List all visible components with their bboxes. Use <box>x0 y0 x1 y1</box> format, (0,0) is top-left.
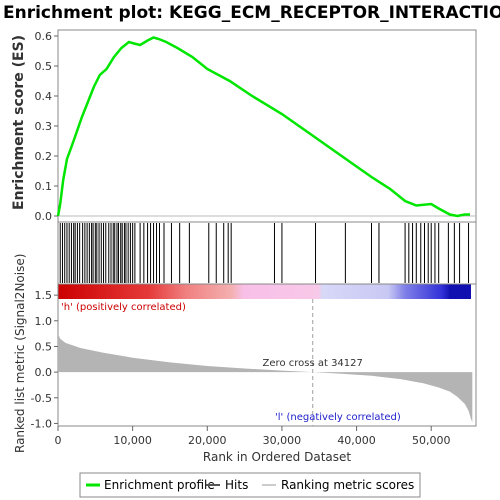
es-y-tick-label: 0.3 <box>35 120 53 133</box>
metric-y-tick-label: 1.0 <box>35 315 53 328</box>
es-y-axis-label: Enrichment score (ES) <box>11 35 27 210</box>
metric-y-tick-label: 1.5 <box>35 289 53 302</box>
es-y-axis: 0.0 0.1 0.2 0.3 0.4 0.5 0.6 <box>35 30 58 223</box>
metric-y-tick-label: -1.0 <box>31 417 52 430</box>
es-y-tick-label: 0.6 <box>35 30 53 43</box>
x-axis-label: Rank in Ordered Dataset <box>203 450 351 464</box>
hits-bars <box>59 223 470 283</box>
es-y-tick-label: 0.2 <box>35 150 53 163</box>
legend-hits-label: Hits <box>225 478 248 492</box>
es-panel <box>57 29 477 223</box>
ranked-color-band <box>58 284 471 299</box>
x-tick-label: 50,000 <box>412 434 451 447</box>
metric-y-tick-label: 0.0 <box>35 366 53 379</box>
negative-label: 'l' (negatively correlated) <box>275 412 401 423</box>
x-tick-label: 10,000 <box>113 434 152 447</box>
metric-y-tick-label: -0.5 <box>31 392 52 405</box>
legend-box <box>79 472 421 498</box>
x-tick-label: 20,000 <box>188 434 227 447</box>
es-y-tick-label: 0.5 <box>35 60 53 73</box>
metric-y-axis-label: Ranked list metric (Signal2Noise) <box>13 254 27 453</box>
enrichment-profile-line <box>56 36 470 218</box>
x-axis: 0 10,000 20,000 30,000 40,000 50,000 <box>55 426 451 447</box>
ranking-metric-area <box>58 333 473 423</box>
x-tick-label: 30,000 <box>263 434 302 447</box>
x-tick-label: 0 <box>55 434 62 447</box>
chart-title: Enrichment plot: KEGG_ECM_RECEPTOR_INTER… <box>3 3 500 23</box>
metric-y-tick-label: 0.5 <box>35 340 53 353</box>
metric-area-path <box>58 333 473 423</box>
legend-enrichment-label: Enrichment profile <box>104 478 215 492</box>
x-tick-label: 40,000 <box>337 434 376 447</box>
es-y-tick-label: 0.0 <box>35 210 53 223</box>
metric-y-axis: -1.0 -0.5 0.0 0.5 1.0 1.5 <box>31 289 58 430</box>
es-y-tick-label: 0.1 <box>35 180 53 193</box>
es-y-tick-label: 0.4 <box>35 90 53 103</box>
legend-metric-label: Ranking metric scores <box>281 478 414 492</box>
zero-cross-label: Zero cross at 34127 <box>263 358 363 369</box>
positive-label: 'h' (positively correlated) <box>61 302 186 313</box>
